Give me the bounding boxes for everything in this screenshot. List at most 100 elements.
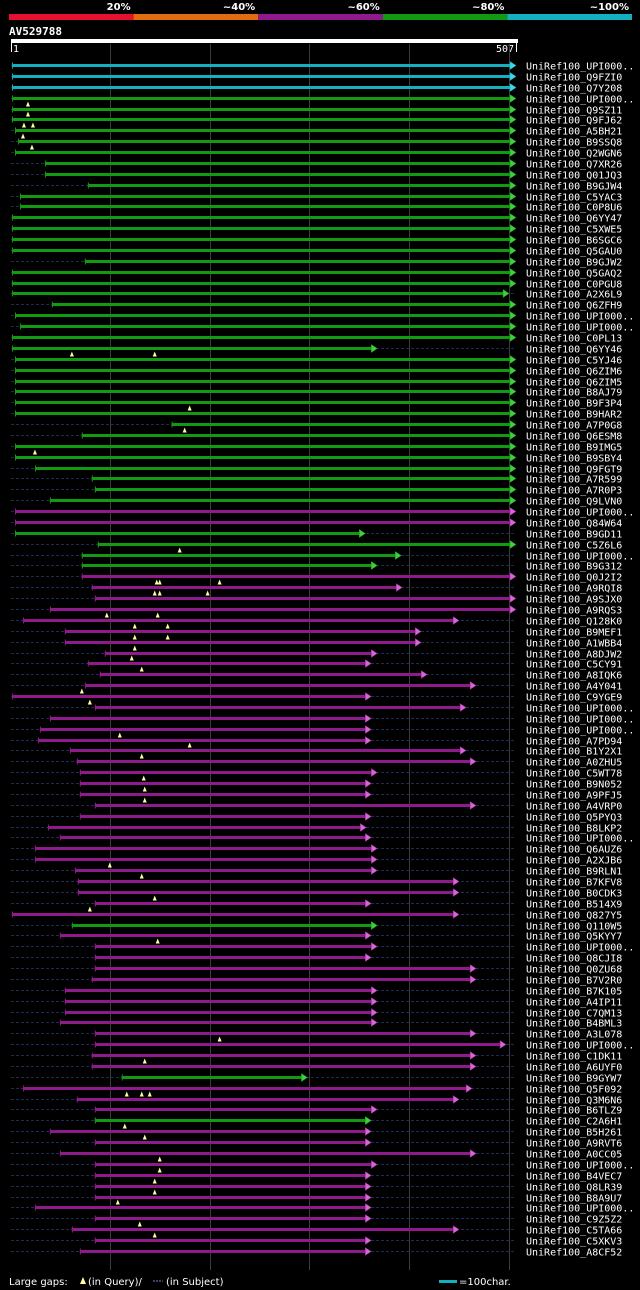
hit-row[interactable]: UniRef100_Q5PYQ3	[11, 812, 622, 824]
hit-label[interactable]: UniRef100_Q6AUZ6	[526, 845, 622, 856]
hit-label[interactable]: UniRef100_Q5F092	[526, 1085, 622, 1096]
hit-row[interactable]: UniRef100_B9SSQ8	[11, 133, 622, 149]
hit-label[interactable]: UniRef100_A0CC05	[526, 1150, 622, 1161]
hit-label[interactable]: UniRef100_B6SGC6	[526, 236, 622, 247]
hit-label[interactable]: UniRef100_A9RVT6	[526, 1139, 622, 1150]
hit-label[interactable]: UniRef100_UPI000..	[526, 1041, 634, 1052]
hit-row[interactable]: UniRef100_A8CF52	[11, 1247, 622, 1259]
hit-label[interactable]: UniRef100_A7R599	[526, 475, 622, 486]
hit-row[interactable]: UniRef100_UPI000..	[11, 1036, 634, 1052]
hit-label[interactable]: UniRef100_C5YJ46	[526, 356, 622, 367]
hit-row[interactable]: UniRef100_Q5GAU0	[11, 246, 622, 258]
hit-row[interactable]: UniRef100_B4BML3	[11, 1018, 622, 1030]
hit-row[interactable]: UniRef100_C5XWE5	[11, 224, 622, 236]
hit-row[interactable]: UniRef100_A4IP11	[11, 997, 622, 1009]
hit-label[interactable]: UniRef100_C9YGE9	[526, 693, 622, 704]
hit-row[interactable]: UniRef100_Q0J2I2	[11, 572, 622, 584]
hit-row[interactable]: UniRef100_B6SGC6	[11, 235, 622, 247]
hit-row[interactable]: UniRef100_B9GJW4	[11, 181, 622, 193]
hit-row[interactable]: UniRef100_UPI000..	[11, 94, 634, 106]
hit-label[interactable]: UniRef100_C0PL13	[526, 334, 622, 345]
hit-label[interactable]: UniRef100_UPI000..	[526, 943, 634, 954]
hit-row[interactable]: UniRef100_Q01JQ3	[11, 170, 622, 182]
hit-label[interactable]: UniRef100_UPI000..	[526, 95, 634, 106]
hit-row[interactable]: UniRef100_B0CDK3	[11, 888, 622, 900]
hit-row[interactable]: UniRef100_UPI000..	[11, 61, 634, 73]
hit-row[interactable]: UniRef100_A0ZHU5	[11, 753, 622, 769]
hit-row[interactable]: UniRef100_A5BH21	[11, 122, 622, 138]
hit-row[interactable]: UniRef100_B9RLN1	[11, 862, 622, 878]
hit-label[interactable]: UniRef100_B9SBY4	[526, 454, 622, 465]
hit-label[interactable]: UniRef100_A1WBB4	[526, 639, 622, 650]
hit-label[interactable]: UniRef100_B8AJ79	[526, 388, 622, 399]
hit-label[interactable]: UniRef100_B9N052	[526, 780, 622, 791]
hit-row[interactable]: UniRef100_Q6ESM8	[11, 427, 622, 443]
hit-row[interactable]: UniRef100_C5WT78	[11, 768, 622, 780]
hit-row[interactable]: UniRef100_C9YGE9	[11, 688, 622, 704]
hit-label[interactable]: UniRef100_A7P0G8	[526, 421, 622, 432]
hit-row[interactable]: UniRef100_C5TA66	[11, 1221, 622, 1237]
hit-row[interactable]: UniRef100_UPI000..	[11, 322, 634, 334]
hit-row[interactable]: UniRef100_Q110W5	[11, 921, 622, 933]
hit-label[interactable]: UniRef100_A0ZHU5	[526, 758, 622, 769]
hit-label[interactable]: UniRef100_B5H261	[526, 1128, 622, 1139]
hit-row[interactable]: UniRef100_B9N052	[11, 775, 622, 791]
hit-label[interactable]: UniRef100_Q6YY47	[526, 214, 622, 225]
hit-row[interactable]: UniRef100_Q9FZI0	[11, 72, 622, 84]
hit-label[interactable]: UniRef100_Q827Y5	[526, 911, 622, 922]
hit-label[interactable]: UniRef100_A9RQI8	[526, 584, 622, 595]
hit-label[interactable]: UniRef100_Q9FJ62	[526, 116, 622, 127]
hit-label[interactable]: UniRef100_C2A6H1	[526, 1117, 622, 1128]
hit-row[interactable]: UniRef100_A8DJW2	[11, 645, 622, 661]
hit-row[interactable]: UniRef100_C5YAC3	[11, 192, 622, 204]
hit-label[interactable]: UniRef100_Q0J2I2	[526, 573, 622, 584]
hit-row[interactable]: UniRef100_A3L078	[11, 1029, 622, 1041]
hit-label[interactable]: UniRef100_C5XWE5	[526, 225, 622, 236]
hit-row[interactable]: UniRef100_Q9SZ11	[11, 101, 622, 117]
hit-label[interactable]: UniRef100_A2XJB6	[526, 856, 622, 867]
hit-label[interactable]: UniRef100_C5WT78	[526, 769, 622, 780]
hit-row[interactable]: UniRef100_B7V2R0	[11, 975, 622, 987]
hit-label[interactable]: UniRef100_UPI000..	[526, 62, 634, 73]
hit-label[interactable]: UniRef100_Q9FGT9	[526, 465, 622, 476]
hit-label[interactable]: UniRef100_B9IMG5	[526, 443, 622, 454]
hit-label[interactable]: UniRef100_C0PGU8	[526, 280, 622, 291]
hit-label[interactable]: UniRef100_C5CY91	[526, 660, 622, 671]
hit-row[interactable]: UniRef100_B9F3P4	[11, 398, 622, 410]
hit-label[interactable]: UniRef100_A9PFJ5	[526, 791, 622, 802]
hit-row[interactable]: UniRef100_UPI000..	[11, 699, 634, 715]
hit-row[interactable]: UniRef100_B9GYW7	[11, 1073, 622, 1085]
hit-label[interactable]: UniRef100_Q3M6N6	[526, 1096, 622, 1107]
hit-row[interactable]: UniRef100_B9GD11	[11, 529, 622, 541]
hit-label[interactable]: UniRef100_Q5KYY7	[526, 932, 622, 943]
hit-row[interactable]: UniRef100_A9PFJ5	[11, 786, 622, 802]
hit-row[interactable]: UniRef100_A7R599	[11, 474, 622, 486]
hit-label[interactable]: UniRef100_Q0ZU68	[526, 965, 622, 976]
hit-row[interactable]: UniRef100_Q9FJ62	[11, 111, 622, 127]
hit-label[interactable]: UniRef100_Q7XR26	[526, 160, 622, 171]
hit-row[interactable]: UniRef100_C5XKV3	[11, 1232, 622, 1248]
hit-row[interactable]: UniRef100_Q7Y208	[11, 83, 622, 95]
hit-row[interactable]: UniRef100_UPI000..	[11, 1156, 634, 1172]
hit-label[interactable]: UniRef100_C9Z5Z2	[526, 1215, 622, 1226]
hit-row[interactable]: UniRef100_Q9FGT9	[11, 464, 622, 476]
hit-label[interactable]: UniRef100_B1Y2X1	[526, 747, 622, 758]
hit-label[interactable]: UniRef100_A3L078	[526, 1030, 622, 1041]
hit-row[interactable]: UniRef100_Q0ZU68	[11, 964, 622, 976]
hit-label[interactable]: UniRef100_UPI000..	[526, 704, 634, 715]
hit-row[interactable]: UniRef100_B9MEF1	[11, 623, 622, 639]
hit-label[interactable]: UniRef100_UPI000..	[526, 1204, 634, 1215]
hit-row[interactable]: UniRef100_A4Y041	[11, 681, 622, 693]
hit-row[interactable]: UniRef100_B4VEC7	[11, 1167, 622, 1183]
hit-row[interactable]: UniRef100_A9SJX0	[11, 590, 622, 606]
hit-row[interactable]: UniRef100_Q2WGN6	[11, 144, 622, 160]
hit-label[interactable]: UniRef100_C5Z6L6	[526, 541, 622, 552]
hit-row[interactable]: UniRef100_Q8CJI8	[11, 953, 622, 965]
hit-label[interactable]: UniRef100_Q8CJI8	[526, 954, 622, 965]
hit-row[interactable]: UniRef100_B9HAR2	[11, 405, 622, 421]
hit-row[interactable]: UniRef100_UPI000..	[11, 938, 634, 954]
hit-row[interactable]: UniRef100_B9IMG5	[11, 442, 622, 454]
hit-label[interactable]: UniRef100_UPI000..	[526, 312, 634, 323]
hit-row[interactable]: UniRef100_C5YJ46	[11, 351, 622, 367]
hit-label[interactable]: UniRef100_C1DK11	[526, 1052, 622, 1063]
